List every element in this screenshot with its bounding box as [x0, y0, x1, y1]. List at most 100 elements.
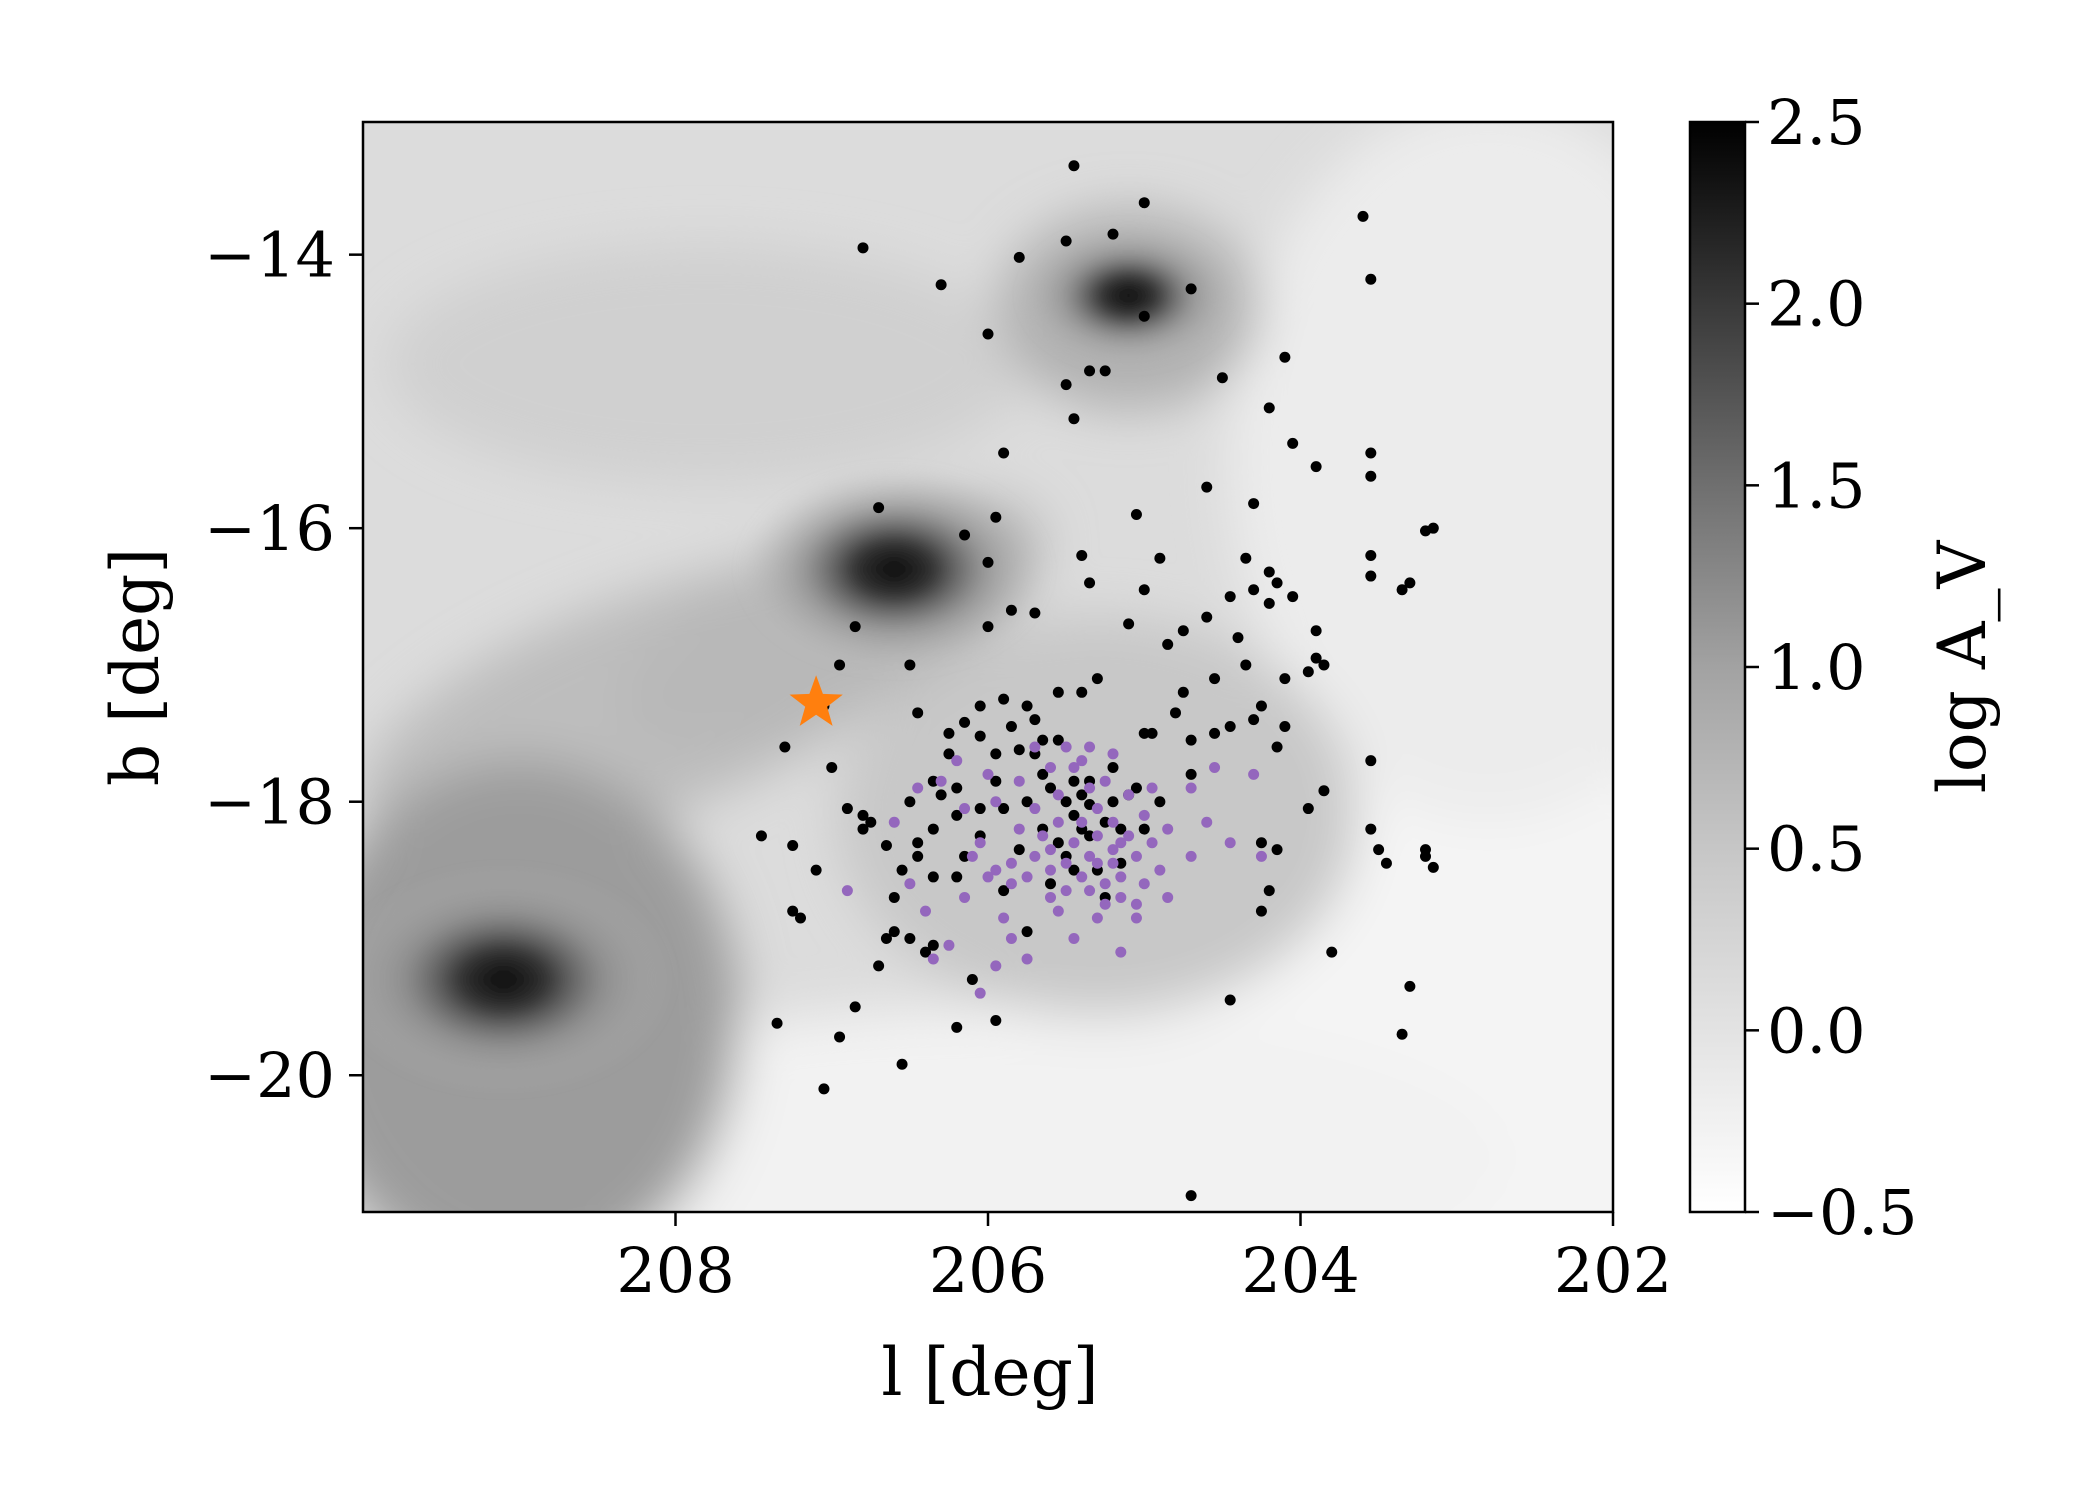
data-point: [1107, 857, 1119, 869]
data-point: [951, 755, 963, 767]
data-point: [974, 837, 986, 849]
data-point: [1130, 912, 1142, 924]
data-point: [912, 707, 924, 719]
data-point: [888, 926, 900, 938]
extinction-map: [363, 122, 1613, 1212]
data-point: [1255, 850, 1267, 862]
x-axis-label-text: l [deg]: [881, 1334, 1098, 1411]
data-point: [1123, 618, 1135, 630]
data-point: [1099, 365, 1111, 377]
colorbar-tick-label: 1.0: [1767, 631, 1866, 704]
data-point: [1099, 816, 1111, 828]
data-point: [1146, 782, 1158, 794]
data-point: [1302, 666, 1314, 678]
data-point: [795, 912, 806, 924]
data-point: [755, 830, 767, 842]
data-point: [888, 891, 900, 903]
data-point: [1201, 816, 1213, 828]
data-point: [1146, 837, 1158, 849]
data-point: [904, 796, 916, 808]
data-point: [1287, 591, 1299, 603]
colorbar-ticks: 2.5 2.0 1.5 1.0 0.5 0.0 −0.5: [1745, 86, 1918, 1249]
y-tick-label: −20: [204, 1039, 335, 1112]
data-point: [982, 556, 994, 568]
data-point: [1084, 782, 1096, 794]
data-point: [1279, 351, 1291, 363]
data-point: [982, 621, 994, 633]
data-point: [1115, 837, 1127, 849]
data-point: [1162, 638, 1174, 650]
data-point: [1068, 809, 1080, 821]
data-point: [1091, 673, 1103, 685]
data-point: [966, 850, 978, 862]
data-point: [1365, 273, 1377, 285]
data-point: [943, 727, 955, 739]
data-point: [1380, 857, 1392, 869]
data-point: [1060, 235, 1072, 247]
star-marker: [789, 675, 843, 726]
data-point: [810, 864, 822, 876]
data-point: [1123, 789, 1135, 801]
data-point: [1005, 878, 1017, 890]
data-point: [927, 871, 939, 883]
data-point: [974, 987, 986, 999]
data-point: [1209, 727, 1221, 739]
data-point: [1045, 844, 1056, 856]
series-2: [789, 675, 843, 726]
data-point: [1185, 283, 1197, 295]
data-point: [1107, 762, 1119, 774]
data-point: [841, 803, 853, 815]
data-point: [1052, 686, 1064, 698]
data-point: [1271, 844, 1283, 856]
data-point: [1107, 796, 1119, 808]
data-point: [1279, 720, 1291, 732]
data-point: [1185, 768, 1197, 780]
data-point: [951, 782, 963, 794]
data-point: [1115, 823, 1127, 835]
data-point: [959, 529, 971, 541]
data-point: [1084, 577, 1096, 589]
data-point: [927, 953, 939, 965]
y-axis-label-text: b [deg]: [97, 548, 174, 786]
data-point: [1248, 768, 1260, 780]
data-point: [1037, 830, 1049, 842]
data-point: [1224, 591, 1236, 603]
data-point: [1138, 809, 1150, 821]
data-point: [920, 946, 931, 958]
data-point: [990, 796, 1002, 808]
data-point: [834, 1031, 846, 1043]
data-point: [959, 891, 971, 903]
data-point: [1076, 816, 1088, 828]
colorbar-gradient: [1688, 120, 1747, 1214]
data-point: [1045, 864, 1056, 876]
data-point: [857, 823, 869, 835]
colorbar: 2.5 2.0 1.5 1.0 0.5 0.0 −0.5 log A_V: [1688, 86, 2001, 1249]
data-point: [1224, 994, 1236, 1006]
data-point: [1318, 785, 1330, 797]
data-point: [1177, 625, 1189, 637]
data-point: [974, 803, 986, 815]
data-point: [904, 878, 916, 890]
data-point: [1021, 926, 1033, 938]
data-point: [1005, 720, 1017, 732]
data-point: [1045, 762, 1056, 774]
dark-cloud: [1020, 223, 1237, 368]
data-point: [1029, 850, 1041, 862]
data-point: [1068, 864, 1080, 876]
data-point: [912, 837, 924, 849]
data-point: [880, 932, 892, 944]
data-point: [1107, 816, 1119, 828]
data-point: [1154, 864, 1166, 876]
data-point: [1068, 775, 1080, 787]
data-point: [1232, 632, 1244, 644]
data-point: [1099, 898, 1111, 910]
data-point: [1310, 625, 1322, 637]
y-tick-label: −16: [204, 492, 335, 565]
data-point: [1037, 734, 1049, 746]
data-point: [857, 809, 869, 821]
data-point: [1365, 570, 1377, 582]
data-point: [1248, 714, 1260, 726]
data-point: [1255, 837, 1267, 849]
data-point: [1240, 552, 1252, 564]
